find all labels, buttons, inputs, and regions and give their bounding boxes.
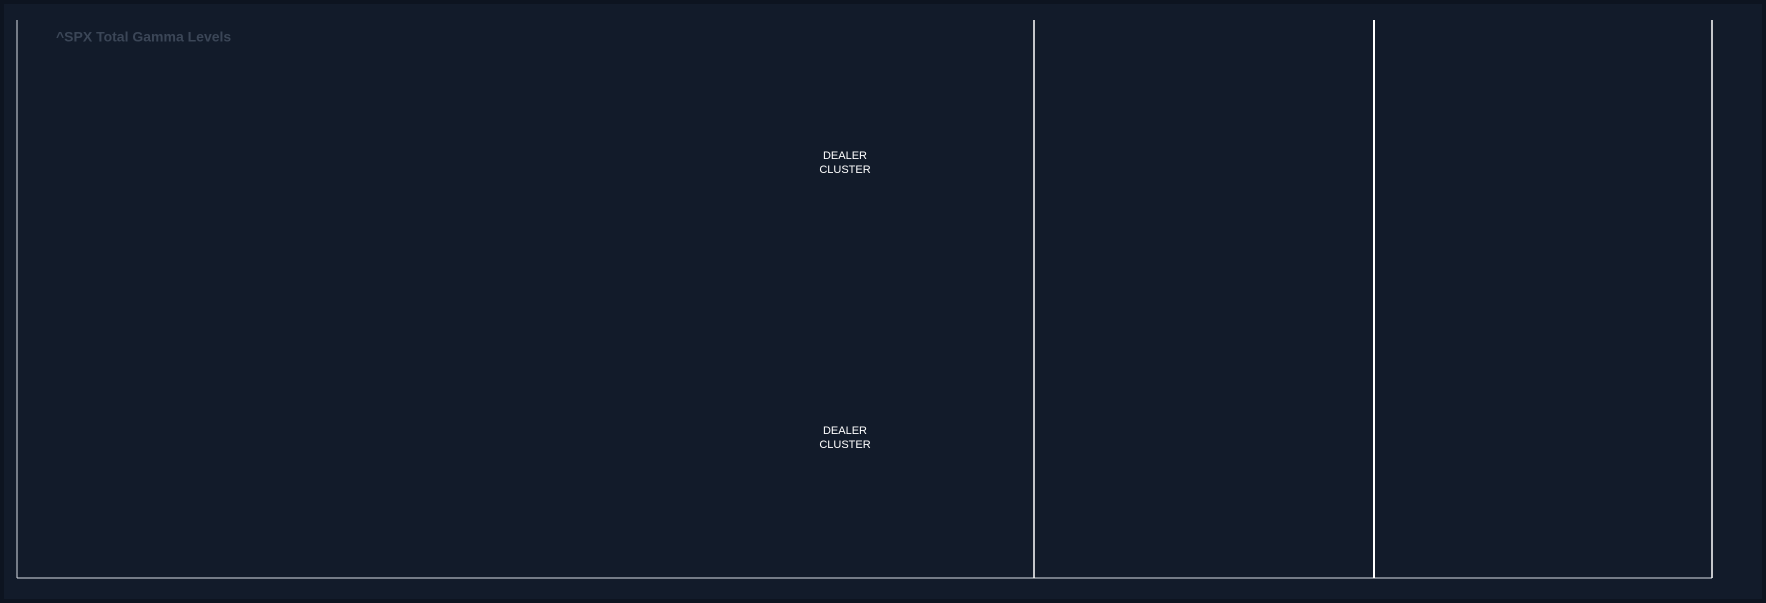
plot-background (4, 4, 1762, 599)
zone-label: DEALER CLUSTER (819, 424, 871, 451)
chart-title: ^SPX Total Gamma Levels (56, 29, 231, 45)
zone-label: DEALER CLUSTER (819, 150, 871, 177)
